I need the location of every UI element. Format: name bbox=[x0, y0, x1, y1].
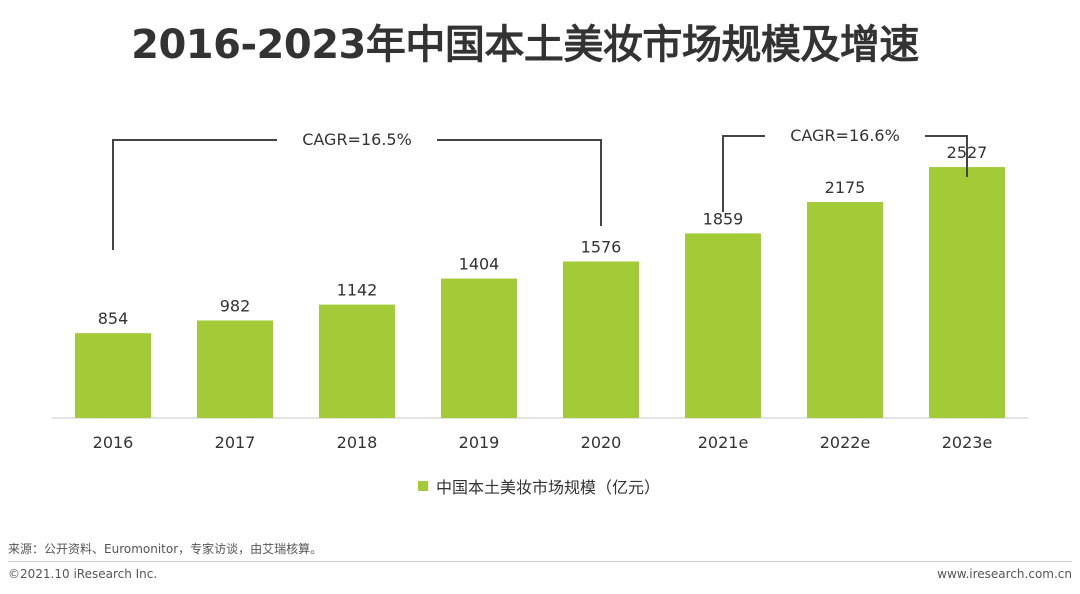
tick-label-2021e: 2021e bbox=[698, 433, 749, 452]
chart-title: 2016-2023年中国本土美妆市场规模及增速 bbox=[131, 22, 919, 68]
cagr-bracket-2 bbox=[722, 135, 968, 212]
tick-label-2017: 2017 bbox=[215, 433, 256, 452]
data-label-2021e: 1859 bbox=[703, 209, 744, 228]
tick-label-2019: 2019 bbox=[459, 433, 500, 452]
bar-2020 bbox=[563, 261, 639, 418]
bar-2021e bbox=[685, 233, 761, 418]
bar-2019 bbox=[441, 278, 517, 418]
data-label-2018: 1142 bbox=[337, 281, 378, 300]
bar-2016 bbox=[75, 333, 151, 418]
footer-divider bbox=[8, 561, 1072, 562]
data-label-2017: 982 bbox=[220, 296, 251, 315]
cagr-bracket-1 bbox=[112, 139, 602, 250]
copyright: ©2021.10 iResearch Inc. bbox=[8, 567, 158, 581]
legend-swatch bbox=[418, 481, 428, 491]
source-note: 来源：公开资料、Euromonitor，专家访谈，由艾瑞核算。 bbox=[8, 542, 323, 556]
cagr-label-1: CAGR=16.5% bbox=[302, 130, 412, 149]
tick-label-2018: 2018 bbox=[337, 433, 378, 452]
data-label-2022e: 2175 bbox=[825, 178, 866, 197]
website-link: www.iresearch.com.cn bbox=[937, 567, 1072, 581]
tick-label-2016: 2016 bbox=[93, 433, 134, 452]
bar-2022e bbox=[807, 202, 883, 418]
tick-label-2022e: 2022e bbox=[820, 433, 871, 452]
data-label-2020: 1576 bbox=[581, 237, 622, 256]
cagr-label-2: CAGR=16.6% bbox=[790, 126, 900, 145]
tick-label-2023e: 2023e bbox=[942, 433, 993, 452]
data-label-2019: 1404 bbox=[459, 255, 500, 274]
legend: 中国本土美妆市场规模（亿元） bbox=[418, 474, 660, 498]
data-label-2016: 854 bbox=[98, 309, 129, 328]
bar-2023e bbox=[929, 167, 1005, 418]
tick-label-2020: 2020 bbox=[581, 433, 622, 452]
bar-2017 bbox=[197, 320, 273, 418]
bar-2018 bbox=[319, 304, 395, 418]
legend-label: 中国本土美妆市场规模（亿元） bbox=[436, 478, 661, 497]
